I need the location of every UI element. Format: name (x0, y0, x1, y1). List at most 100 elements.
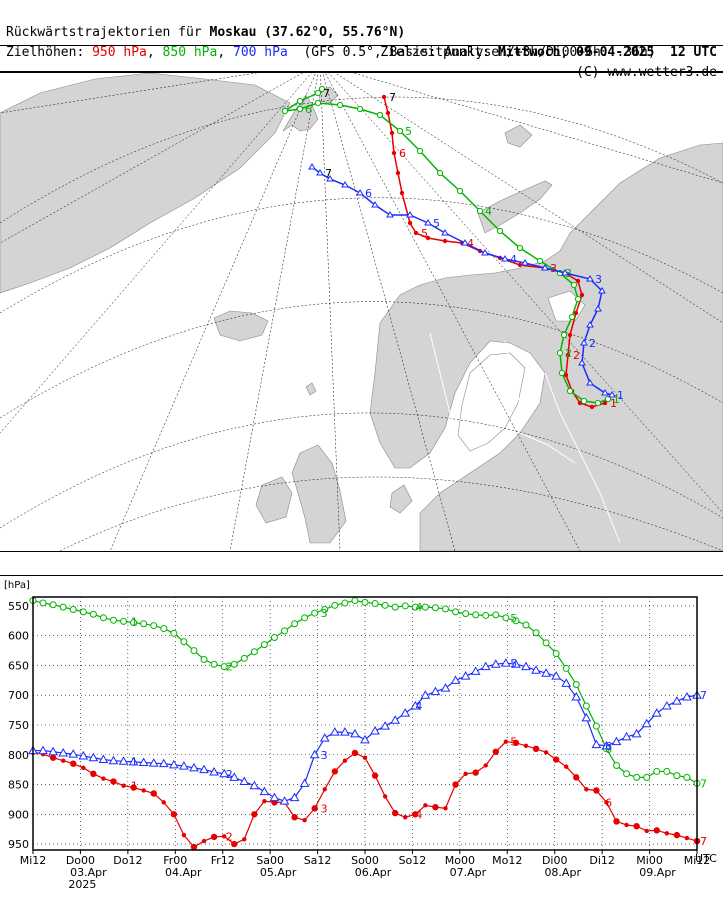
map-point (424, 219, 432, 226)
map-day-label: 6 (399, 147, 406, 160)
map-point (441, 229, 449, 236)
map-point (356, 105, 364, 113)
data-point (78, 750, 89, 760)
map-point (604, 395, 612, 403)
x-tick-label: Do12 (113, 854, 142, 867)
map-point (318, 85, 326, 93)
data-point (269, 792, 280, 802)
data-point (551, 671, 562, 680)
eurasia-land (369, 142, 723, 552)
data-point (291, 620, 299, 628)
data-point (673, 772, 681, 780)
map-point (565, 352, 571, 358)
day-marker-label: 1 (131, 780, 138, 793)
data-point (564, 764, 569, 769)
data-point (130, 784, 137, 791)
x-tick-label: Do00 (66, 854, 95, 867)
data-point (128, 756, 139, 766)
x-tick-label: Sa12 (304, 854, 332, 867)
data-point (500, 658, 511, 667)
x-tick-year: 2025 (68, 878, 96, 891)
data-point (581, 712, 592, 722)
day-marker-label: 2 (226, 830, 233, 843)
series-700-hpa: 1 2 3 4 5 6 7 (28, 657, 707, 805)
data-point (68, 749, 79, 758)
map-day-label: 7 (389, 91, 396, 104)
data-point (572, 681, 580, 689)
data-point (683, 773, 691, 781)
map-point (416, 147, 424, 155)
data-point (591, 739, 602, 749)
day-marker-label: 1 (131, 755, 138, 768)
map-day-label: 7 (325, 167, 332, 180)
data-point (161, 800, 166, 805)
data-point (240, 654, 248, 662)
data-point (138, 757, 149, 766)
data-point (219, 768, 230, 778)
data-point (251, 811, 258, 818)
data-point (452, 781, 459, 788)
data-point (672, 696, 682, 705)
data-point (281, 627, 289, 635)
data-point (108, 755, 119, 765)
data-point (322, 787, 327, 792)
x-tick-date: 04.Apr (165, 866, 202, 879)
map-top-margin (0, 46, 723, 72)
data-point (573, 774, 580, 781)
title-prefix: Rückwärtstrajektorien für (6, 25, 210, 40)
series-950-hpa: 1 2 3 4 5 6 7 (29, 736, 707, 851)
data-point (98, 754, 109, 764)
data-point (289, 792, 300, 802)
map-point (573, 310, 579, 316)
denmark-land (389, 484, 413, 514)
data-point (190, 843, 198, 851)
map-day-label: 4 (485, 205, 492, 218)
data-point (200, 656, 208, 664)
data-point (601, 740, 612, 750)
data-point (682, 692, 692, 701)
x-tick-label: Mo12 (492, 854, 522, 867)
data-point (121, 783, 126, 788)
data-point (411, 603, 419, 611)
data-point (541, 668, 551, 677)
data-point (130, 619, 138, 627)
map-point (501, 255, 509, 262)
header-title: Rückwärtstrajektorien für Moskau (37.62°… (6, 23, 405, 43)
y-tick-label: 600 (8, 630, 29, 643)
data-point (460, 671, 471, 680)
data-point (221, 834, 227, 839)
map-day-label: 4 (467, 237, 474, 250)
map-point (586, 379, 594, 386)
map-point (589, 404, 595, 410)
map-point (541, 264, 549, 271)
map-point (336, 101, 344, 109)
data-point (150, 622, 158, 630)
data-point (59, 603, 67, 611)
day-marker-label: 2 (226, 768, 233, 781)
data-point (99, 614, 107, 622)
y-tick-label: 850 (8, 779, 29, 792)
data-point (141, 788, 146, 793)
data-point (512, 617, 520, 625)
data-point (390, 715, 401, 724)
level-700: 700 hPa (233, 45, 288, 60)
map-point (314, 99, 322, 107)
data-point (242, 837, 247, 842)
data-point (480, 661, 491, 671)
day-marker-label: 7 (700, 777, 707, 790)
data-point (644, 828, 649, 834)
data-point (522, 621, 530, 629)
data-point (270, 633, 278, 641)
y-tick-label: 750 (8, 719, 29, 732)
data-point (370, 725, 380, 735)
level-850: 850 hPa (162, 45, 218, 60)
data-point (502, 614, 510, 622)
data-point (230, 660, 238, 668)
x-tick-label: Fr12 (211, 854, 235, 867)
map-point (558, 369, 566, 377)
map-day-label: 2 (565, 347, 572, 360)
map-point (456, 187, 464, 195)
data-point (582, 702, 590, 710)
